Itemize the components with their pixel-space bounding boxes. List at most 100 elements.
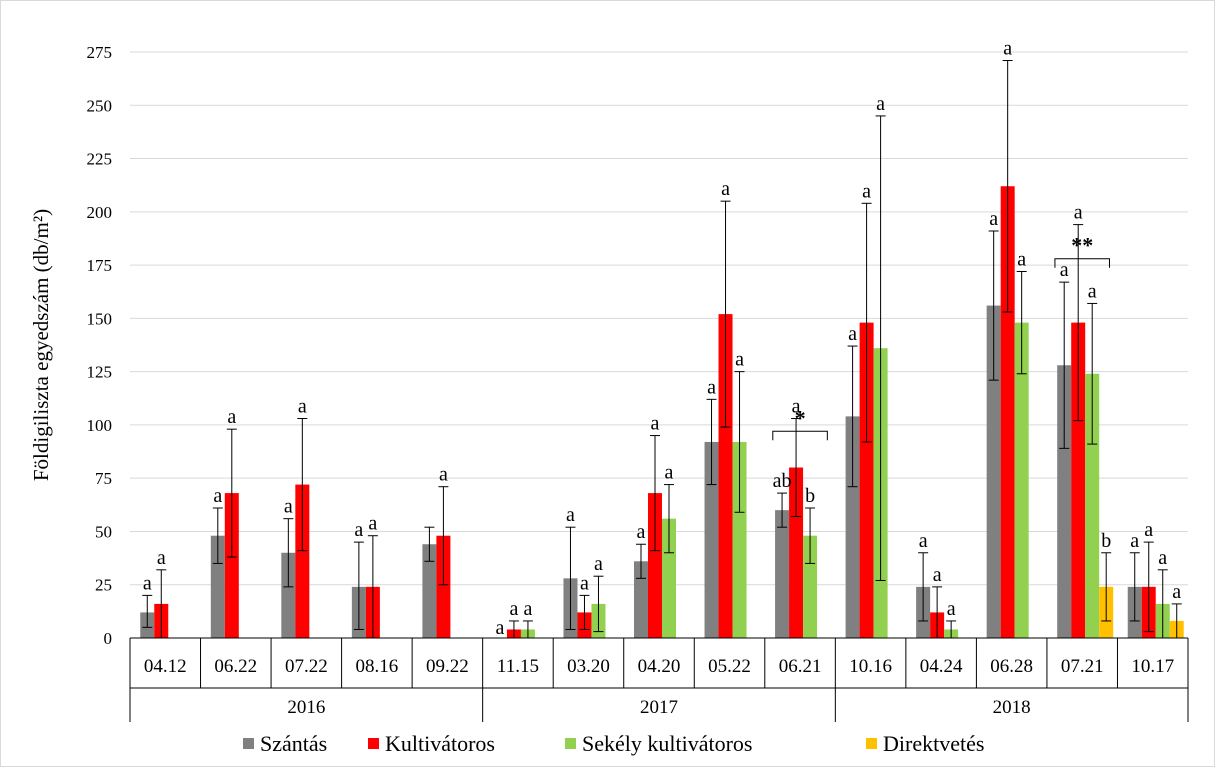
significance-letter: a: [1130, 530, 1139, 552]
significance-letter: a: [580, 572, 589, 594]
significance-letter: a: [735, 349, 744, 371]
legend-label: Direktvetés: [883, 731, 984, 756]
significance-letter: a: [354, 519, 363, 541]
bar: [789, 467, 804, 638]
bar: [210, 535, 225, 638]
x-tick-label: 07.21: [1061, 656, 1104, 677]
bar: [704, 441, 719, 638]
y-tick-label: 50: [95, 522, 112, 541]
significance-letter: b: [805, 485, 815, 507]
y-tick-label: 225: [87, 150, 113, 169]
significance-letter: a: [637, 521, 646, 543]
significance-letter: a: [989, 208, 998, 230]
significance-letter: a: [227, 406, 236, 428]
legend-swatch: [368, 738, 379, 749]
significance-letter: a: [721, 178, 730, 200]
year-group-label: 2018: [993, 697, 1031, 718]
significance-letter: a: [876, 93, 885, 115]
legend: Szántás Kultivátoros Sekély kultivátoros Di…: [243, 731, 984, 756]
year-group-label: 2017: [640, 697, 678, 718]
x-tick-label: 07.22: [285, 656, 328, 677]
bar: [281, 552, 296, 638]
x-tick-label: 06.21: [779, 656, 822, 677]
bar: [1057, 365, 1072, 638]
x-tick-label: 03.20: [567, 656, 610, 677]
y-tick-label: 25: [95, 576, 112, 595]
significance-letter: a: [495, 617, 504, 639]
significance-letter: a: [284, 496, 293, 518]
y-tick-label: 250: [87, 96, 113, 115]
x-tick-label: 04.20: [638, 656, 681, 677]
x-tick-label: 05.22: [708, 656, 751, 677]
significance-letter: a: [523, 598, 532, 620]
legend-label: Szántás: [260, 731, 327, 756]
significance-letter: a: [1144, 519, 1153, 541]
y-axis-title: Földigiliszta egyedszám (db/m²): [29, 209, 53, 481]
significance-brackets: ***: [772, 233, 1110, 441]
x-tick-label: 04.24: [920, 656, 963, 677]
significance-stars: *: [795, 405, 806, 430]
significance-letter: a: [651, 413, 660, 435]
significance-letter: a: [439, 464, 448, 486]
significance-letter: a: [947, 598, 956, 620]
significance-letter: a: [594, 553, 603, 575]
significance-letter: a: [1088, 280, 1097, 302]
legend-label: Sekély kultivátoros: [582, 731, 752, 756]
bar: [859, 322, 874, 638]
legend-label: Kultivátoros: [385, 731, 495, 756]
x-tick-label: 10.16: [849, 656, 892, 677]
x-tick-label: 10.17: [1131, 656, 1174, 677]
y-axis-ticks: 0 25 50 75 100 125 150 175 200 225 250 275: [87, 43, 113, 648]
y-tick-label: 0: [104, 629, 113, 648]
y-tick-label: 125: [87, 363, 113, 382]
significance-letter: a: [368, 513, 377, 535]
bar: [718, 314, 733, 638]
x-tick-label: 09.22: [426, 656, 469, 677]
significance-letter: b: [1101, 530, 1111, 552]
bar: [1014, 322, 1029, 638]
bar: [1085, 373, 1100, 638]
bar: [634, 561, 648, 638]
significance-letter: a: [848, 323, 857, 345]
significance-letter: a: [157, 547, 166, 569]
legend-swatch: [243, 738, 254, 749]
y-tick-label: 100: [87, 416, 113, 435]
significance-letter: a: [1074, 202, 1083, 224]
significance-letter: a: [792, 396, 801, 418]
y-tick-label: 275: [87, 43, 113, 62]
significance-letter: a: [566, 504, 575, 526]
bar: [986, 305, 1001, 638]
error-bars: [142, 60, 1182, 639]
y-tick-label: 75: [95, 469, 112, 488]
significance-letter: a: [509, 598, 518, 620]
x-tick-label: 06.28: [990, 656, 1033, 677]
bar: [803, 535, 818, 638]
bar: [775, 510, 790, 638]
bar: [648, 493, 662, 638]
bar: [1071, 322, 1086, 638]
significance-bracket: [1054, 258, 1110, 268]
year-group-label: 2016: [287, 697, 325, 718]
bars: [140, 186, 1184, 639]
significance-letter: a: [862, 180, 871, 202]
x-tick-label: 06.22: [214, 656, 257, 677]
bar: [422, 544, 437, 638]
bar: [224, 493, 239, 638]
significance-letter: a: [1158, 547, 1167, 569]
y-tick-label: 150: [87, 309, 113, 328]
significance-letter: a: [919, 530, 928, 552]
x-tick-label: 08.16: [355, 656, 398, 677]
significance-letter: a: [707, 376, 716, 398]
significance-bracket: [772, 430, 828, 441]
bar: [732, 441, 747, 638]
significance-letter: a: [1172, 581, 1181, 603]
legend-swatch: [866, 738, 877, 749]
bar: [1000, 186, 1015, 639]
significance-letter: a: [1060, 259, 1069, 281]
significance-letter: a: [213, 485, 222, 507]
bar: [662, 518, 676, 638]
significance-letter: a: [1003, 38, 1012, 60]
